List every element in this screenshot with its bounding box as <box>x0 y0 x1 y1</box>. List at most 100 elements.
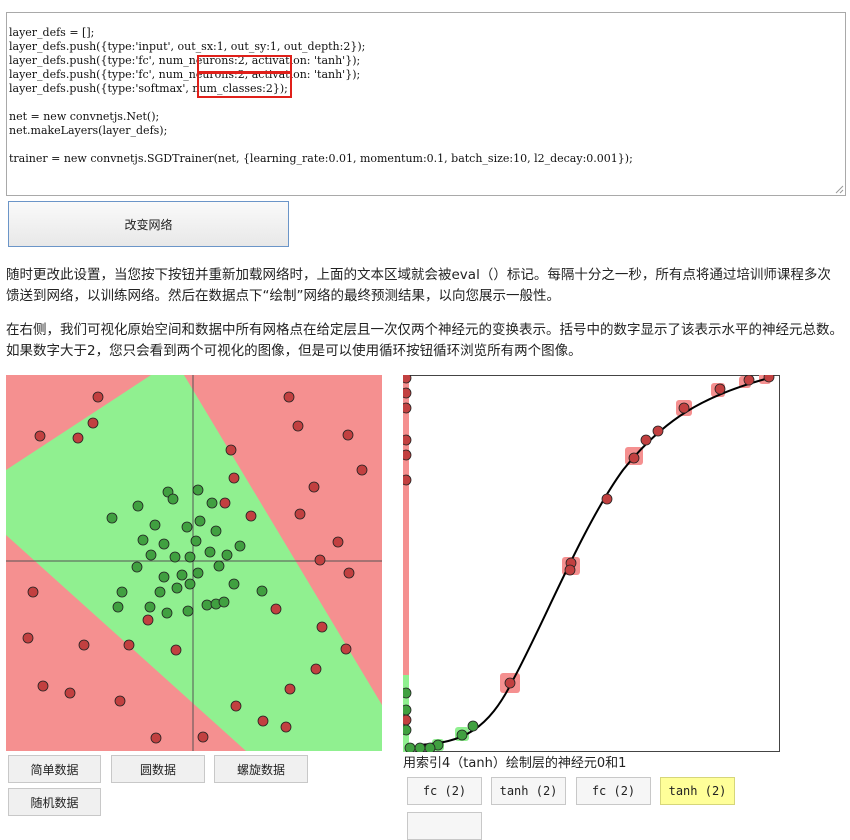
green-data-point <box>132 500 144 512</box>
red-transformed-point <box>403 474 412 486</box>
green-data-point <box>210 525 222 537</box>
layer-button-fc-2[interactable]: fc (2) <box>576 777 651 805</box>
red-data-point <box>342 429 354 441</box>
green-data-point <box>145 549 157 561</box>
red-transformed-point <box>640 434 652 446</box>
red-data-point <box>294 508 306 520</box>
decision-boundary-canvas <box>6 375 382 751</box>
red-data-point <box>340 643 352 655</box>
green-transformed-point <box>403 687 412 699</box>
red-transformed-point <box>628 452 640 464</box>
red-data-point <box>27 586 39 598</box>
code-line: layer_defs.push({type:'softmax', num_cla… <box>9 82 288 95</box>
green-data-point <box>206 497 218 509</box>
random-data-button[interactable]: 随机数据 <box>8 788 101 816</box>
spiral-data-button[interactable]: 螺旋数据 <box>214 755 308 783</box>
red-data-point <box>87 417 99 429</box>
red-transformed-point <box>564 564 576 576</box>
red-data-point <box>225 444 237 456</box>
green-data-point <box>192 484 204 496</box>
description-paragraph-2: 在右侧，我们可视化原始空间和数据中所有网格点在给定层且一次仅两个神经元的变换表示… <box>6 322 843 359</box>
red-transformed-point <box>743 375 755 386</box>
red-data-point <box>314 554 326 566</box>
layer-button-tanh-1[interactable]: tanh (2) <box>491 777 566 805</box>
green-data-point <box>221 549 233 561</box>
green-data-point <box>181 521 193 533</box>
layer-button-fc-1[interactable]: fc (2) <box>407 777 482 805</box>
green-data-point <box>137 534 149 546</box>
green-data-point <box>204 546 216 558</box>
code-line: net = new convnetjs.Net(); <box>9 110 160 123</box>
code-line: trainer = new convnetjs.SGDTrainer(net, … <box>9 152 633 165</box>
red-data-point <box>316 621 328 633</box>
green-data-point <box>149 519 161 531</box>
green-data-point <box>116 586 128 598</box>
green-data-point <box>154 586 166 598</box>
layer-transform-canvas <box>403 375 780 752</box>
red-transformed-point <box>403 434 412 446</box>
simple-data-button[interactable]: 简单数据 <box>8 755 101 783</box>
green-data-point <box>194 515 206 527</box>
red-transformed-point <box>601 493 613 505</box>
code-line <box>9 96 845 110</box>
red-data-point <box>332 536 344 548</box>
change-network-button[interactable]: 改变网络 <box>8 201 289 247</box>
code-textarea[interactable]: layer_defs = []; layer_defs.push({type:'i… <box>6 12 846 196</box>
green-transformed-point <box>414 742 426 752</box>
code-line: net.makeLayers(layer_defs); <box>9 124 168 137</box>
red-data-point <box>356 464 368 476</box>
layer-button-softmax[interactable] <box>407 812 482 840</box>
red-transformed-point <box>678 402 690 414</box>
red-data-point <box>78 639 90 651</box>
green-transformed-point <box>404 742 416 752</box>
red-data-point <box>257 715 269 727</box>
code-line: layer_defs.push({type:'input', out_sx:1,… <box>9 40 366 53</box>
red-transformed-point <box>403 402 412 414</box>
green-data-point <box>218 596 230 608</box>
green-data-point <box>131 561 143 573</box>
green-data-point <box>184 578 196 590</box>
highlight-box-2 <box>197 72 292 98</box>
red-data-point <box>292 420 304 432</box>
red-data-point <box>64 687 76 699</box>
resize-grip-icon[interactable] <box>834 184 844 194</box>
green-data-point <box>213 560 225 572</box>
green-transformed-point <box>467 720 479 732</box>
red-data-point <box>197 731 209 743</box>
green-transformed-point <box>403 704 412 716</box>
red-transformed-point <box>403 375 412 384</box>
green-data-point <box>169 551 181 563</box>
code-line: layer_defs.push({type:'fc', num_neurons:… <box>9 68 361 81</box>
red-data-point <box>92 391 104 403</box>
red-data-point <box>142 614 154 626</box>
code-text: layer_defs = []; layer_defs.push({type:'i… <box>7 13 845 166</box>
green-data-point <box>158 571 170 583</box>
circle-data-button[interactable]: 圆数据 <box>111 755 205 783</box>
green-data-point <box>167 493 179 505</box>
green-data-point <box>256 585 268 597</box>
red-data-point <box>310 663 322 675</box>
red-data-point <box>283 391 295 403</box>
red-transformed-point <box>714 383 726 395</box>
red-data-point <box>150 732 162 744</box>
green-data-point <box>171 582 183 594</box>
red-transformed-point <box>763 375 775 383</box>
red-data-point <box>72 432 84 444</box>
green-data-point <box>184 551 196 563</box>
red-data-point <box>308 481 320 493</box>
green-data-point <box>192 567 204 579</box>
layer-caption: 用索引4（tanh）绘制层的神经元0和1 <box>403 756 627 771</box>
green-data-point <box>234 540 246 552</box>
green-transformed-point <box>403 724 412 736</box>
green-data-point <box>176 569 188 581</box>
layer-button-tanh-2[interactable]: tanh (2) <box>660 777 735 805</box>
red-data-point <box>219 497 231 509</box>
red-transformed-point <box>403 714 412 726</box>
highlight-box-1 <box>197 55 292 73</box>
green-data-point <box>228 578 240 590</box>
green-transformed-point <box>456 729 468 741</box>
red-data-point <box>230 700 242 712</box>
red-transformed-point <box>403 387 412 399</box>
red-data-point <box>123 639 135 651</box>
red-data-point <box>245 510 257 522</box>
